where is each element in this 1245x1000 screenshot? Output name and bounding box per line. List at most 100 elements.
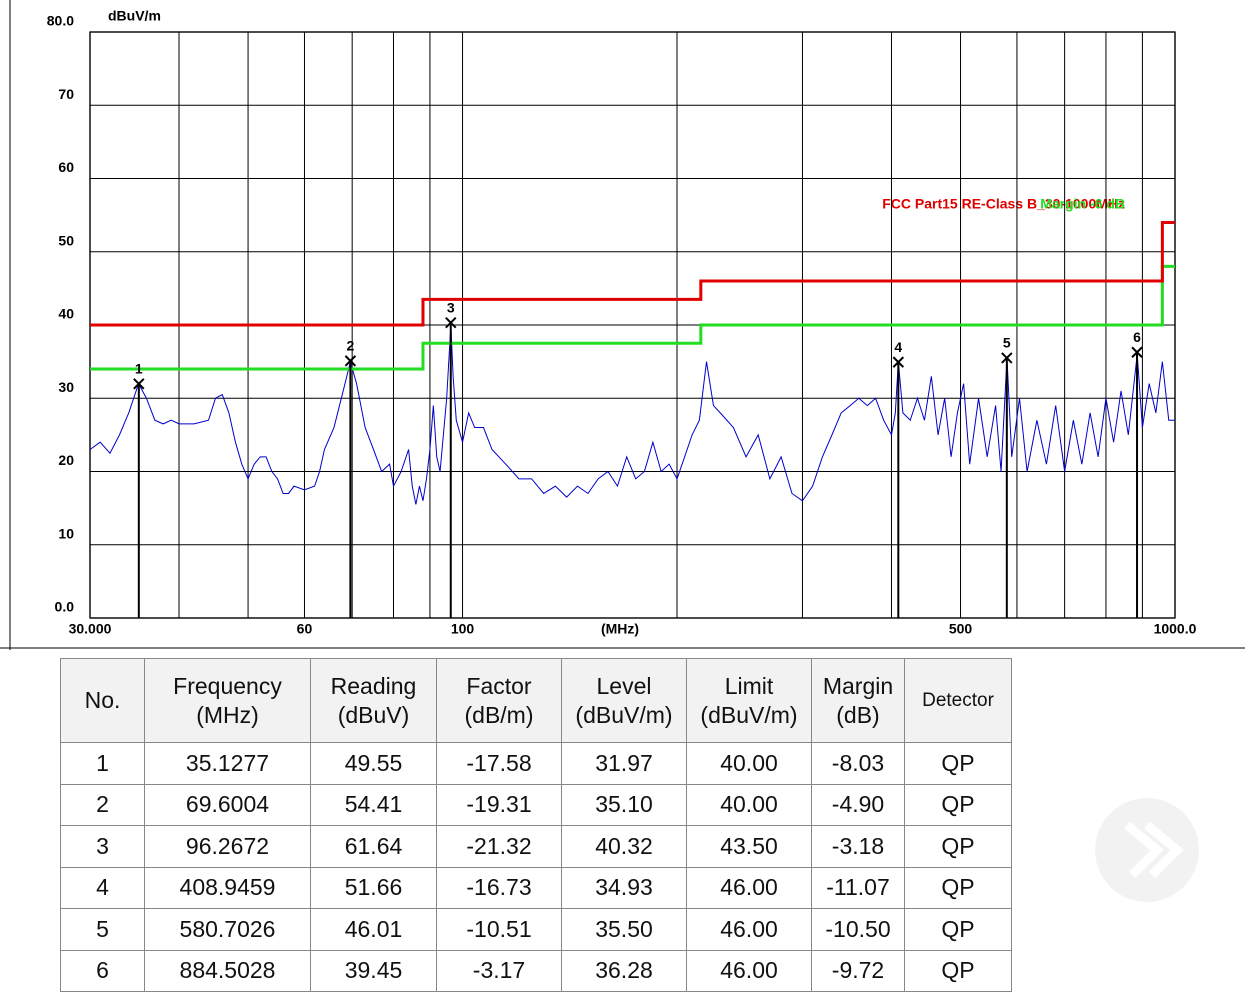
marker-label: 1 — [135, 361, 143, 377]
y-tick-label: 0.0 — [55, 599, 75, 615]
table-cell: 49.55 — [310, 742, 437, 785]
table-cell: 31.97 — [561, 742, 687, 785]
y-tick-label: 80.0 — [47, 13, 74, 29]
table-cell: 61.64 — [310, 825, 437, 868]
header-text: Detector — [922, 690, 994, 711]
table-cell: -21.32 — [436, 825, 562, 868]
table-cell: No. — [60, 658, 145, 743]
marker — [133, 378, 145, 390]
y-tick-label: 10 — [58, 525, 74, 541]
x-tick-label: 60 — [297, 621, 313, 637]
header-text: (dB) — [836, 701, 880, 728]
header-text: (dBuV/m) — [700, 701, 798, 728]
table-row: 4 408.9459 51.66 -16.73 34.93 46.00 -11.07 QP — [60, 866, 1012, 909]
table-cell: 408.9459 — [144, 866, 311, 909]
table-cell: -16.73 — [436, 866, 562, 909]
table-cell: Margin (dB) — [811, 658, 905, 743]
table-row: 6 884.5028 39.45 -3.17 36.28 46.00 -9.72 QP — [60, 949, 1012, 992]
marker — [1001, 352, 1013, 364]
table-cell: 6 — [60, 949, 145, 992]
table-row: No. Frequency (MHz) Reading (dBuV) Factor (dB/… — [60, 658, 1012, 743]
table-cell: 2 — [60, 783, 145, 826]
table-cell: 40.00 — [686, 783, 812, 826]
table-cell: 1 — [60, 742, 145, 785]
table-cell: 46.00 — [686, 866, 812, 909]
table-row: 2 69.6004 54.41 -19.31 35.10 40.00 -4.90 QP — [60, 783, 1012, 826]
table-cell: 35.1277 — [144, 742, 311, 785]
marker — [1131, 346, 1143, 358]
x-tick-label: 30.000 — [69, 621, 112, 637]
table-cell: QP — [904, 783, 1012, 826]
table-cell: 46.01 — [310, 908, 437, 951]
table-cell: 4 — [60, 866, 145, 909]
table-cell: 35.50 — [561, 908, 687, 951]
marker-label: 3 — [447, 299, 455, 315]
header-text: Frequency — [173, 672, 282, 699]
table-cell: Detector — [904, 658, 1012, 743]
table-cell: -10.50 — [811, 908, 905, 951]
table-cell: 34.93 — [561, 866, 687, 909]
x-axis-label: (MHz) — [601, 621, 639, 637]
header-text: (MHz) — [196, 701, 259, 728]
table-cell: QP — [904, 866, 1012, 909]
table-cell: 96.2672 — [144, 825, 311, 868]
table-cell: -19.31 — [436, 783, 562, 826]
table-cell: QP — [904, 825, 1012, 868]
y-tick-label: 30 — [58, 379, 74, 395]
table-cell: 5 — [60, 908, 145, 951]
data-line — [90, 220, 1175, 327]
y-tick-label: 40 — [58, 306, 74, 322]
marker — [344, 355, 357, 367]
header-text: Limit — [724, 672, 774, 699]
table-cell: -17.58 — [436, 742, 562, 785]
marker — [892, 356, 905, 368]
table-cell: QP — [904, 742, 1012, 785]
table-cell: 69.6004 — [144, 783, 311, 826]
table-cell: 46.00 — [686, 908, 812, 951]
table-row: 1 35.1277 49.55 -17.58 31.97 40.00 -8.03 QP — [60, 742, 1012, 785]
x-tick-label: 100 — [451, 621, 475, 637]
data-line — [89, 324, 1175, 505]
table-cell: QP — [904, 949, 1012, 992]
table-row: 3 96.2672 61.64 -21.32 40.32 43.50 -3.18 QP — [60, 825, 1012, 868]
table-cell: Factor (dB/m) — [436, 658, 562, 743]
table-cell: -10.51 — [436, 908, 562, 951]
table-cell: 580.7026 — [144, 908, 311, 951]
table-cell: -9.72 — [811, 949, 905, 992]
table-cell: 35.10 — [561, 783, 687, 826]
table-cell: -3.18 — [811, 825, 905, 868]
y-tick-label: 50 — [58, 232, 74, 248]
table-cell: 36.28 — [561, 949, 687, 992]
y-tick-label: 20 — [58, 452, 74, 468]
table-cell: 884.5028 — [144, 949, 311, 992]
table-cell: 40.00 — [686, 742, 812, 785]
table-cell: -4.90 — [811, 783, 905, 826]
table-cell: Limit (dBuV/m) — [686, 658, 812, 743]
table-cell: Level (dBuV/m) — [561, 658, 687, 743]
marker-label: 4 — [894, 339, 902, 355]
table-cell: Reading (dBuV) — [310, 658, 437, 743]
header-text: Margin — [822, 672, 894, 699]
legend-entry: Margin -6 dB — [1040, 196, 1125, 212]
header-text: No. — [84, 687, 121, 713]
table-cell: 54.41 — [310, 783, 437, 826]
marker-label: 6 — [1133, 329, 1141, 345]
table-cell: 40.32 — [561, 825, 687, 868]
marker-label: 2 — [347, 338, 355, 354]
table-cell: 51.66 — [310, 866, 437, 909]
header-text: Reading — [330, 672, 417, 699]
y-tick-label: 60 — [58, 159, 74, 175]
header-text: Level — [596, 672, 652, 699]
y-axis-label: dBuV/m — [108, 8, 161, 24]
table-cell: -3.17 — [436, 949, 562, 992]
table-cell: -8.03 — [811, 742, 905, 785]
marker — [445, 316, 457, 329]
table-cell: 43.50 — [686, 825, 812, 868]
table-row: 5 580.7026 46.01 -10.51 35.50 46.00 -10.50 QP — [60, 908, 1012, 951]
watermark — [1095, 798, 1199, 902]
table-cell: 46.00 — [686, 949, 812, 992]
header-text: Factor — [466, 672, 532, 699]
header-text: (dBuV/m) — [575, 701, 673, 728]
table-cell: -11.07 — [811, 866, 905, 909]
